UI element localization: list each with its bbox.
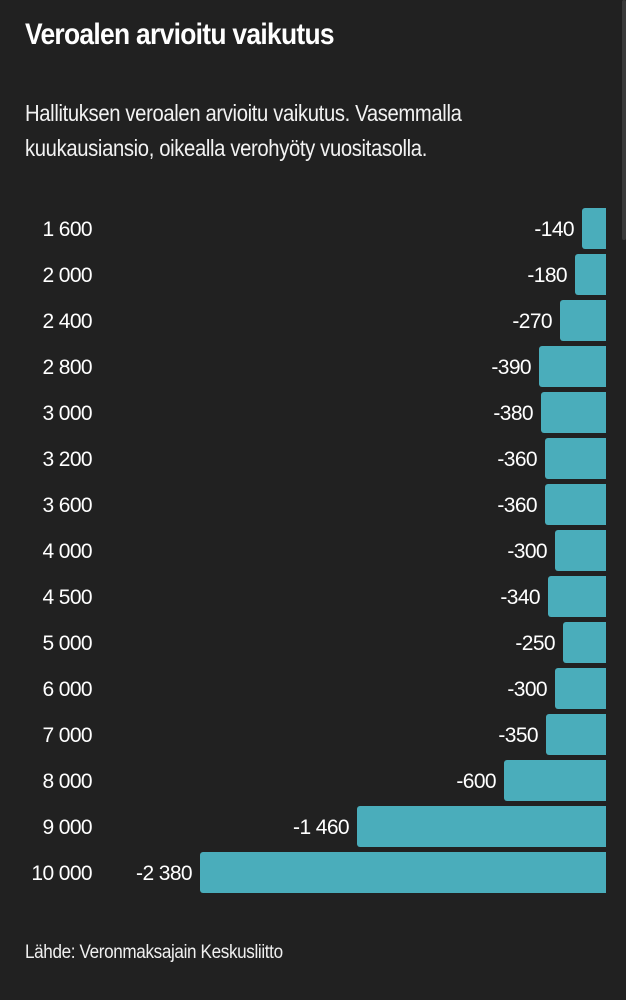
value-label: -300 xyxy=(507,678,547,701)
bar xyxy=(357,806,606,847)
category-label: 3 600 xyxy=(42,494,92,517)
value-label: -390 xyxy=(491,356,531,379)
chart-title: Veroalen arvioitu vaikutus xyxy=(25,18,335,51)
category-label: 2 000 xyxy=(42,264,92,287)
bar xyxy=(560,300,606,341)
value-label: -340 xyxy=(500,586,540,609)
category-label: 10 000 xyxy=(31,862,92,885)
bar-chart: 1 600 -140 2 000 -180 2 400 -270 2 800 -390 3 00… xyxy=(0,208,626,898)
bar-row: 4 000 -300 xyxy=(0,530,626,571)
bar xyxy=(545,484,606,525)
bar xyxy=(555,530,606,571)
bar xyxy=(546,714,606,755)
bar-row: 7 000 -350 xyxy=(0,714,626,755)
category-label: 3 200 xyxy=(42,448,92,471)
bar-row: 6 000 -300 xyxy=(0,668,626,709)
value-label: -180 xyxy=(527,264,567,287)
category-label: 4 500 xyxy=(42,586,92,609)
bar xyxy=(555,668,606,709)
bar xyxy=(575,254,606,295)
category-label: 9 000 xyxy=(42,816,92,839)
value-label: -1 460 xyxy=(293,816,350,839)
bar-row: 3 600 -360 xyxy=(0,484,626,525)
bar xyxy=(545,438,606,479)
bar-row: 2 400 -270 xyxy=(0,300,626,341)
category-label: 3 000 xyxy=(42,402,92,425)
scrollbar[interactable] xyxy=(622,0,626,240)
source-note: Lähde: Veronmaksajain Keskusliitto xyxy=(25,942,283,963)
bar-row: 9 000 -1 460 xyxy=(0,806,626,847)
bar xyxy=(200,852,606,893)
category-label: 6 000 xyxy=(42,678,92,701)
bar-row: 4 500 -340 xyxy=(0,576,626,617)
bar-row: 3 200 -360 xyxy=(0,438,626,479)
chart-subtitle: Hallituksen veroalen arvioitu vaikutus. … xyxy=(25,100,462,161)
bar xyxy=(539,346,606,387)
value-label: -300 xyxy=(507,540,547,563)
bar xyxy=(541,392,606,433)
value-label: -140 xyxy=(534,218,574,241)
bar xyxy=(504,760,606,801)
bar-row: 5 000 -250 xyxy=(0,622,626,663)
category-label: 5 000 xyxy=(42,632,92,655)
bar-row: 8 000 -600 xyxy=(0,760,626,801)
value-label: -380 xyxy=(493,402,533,425)
category-label: 8 000 xyxy=(42,770,92,793)
bar-row: 2 800 -390 xyxy=(0,346,626,387)
bar xyxy=(548,576,606,617)
bar xyxy=(563,622,606,663)
value-label: -600 xyxy=(456,770,496,793)
value-label: -270 xyxy=(512,310,552,333)
bar-row: 1 600 -140 xyxy=(0,208,626,249)
value-label: -360 xyxy=(497,448,537,471)
bar-row: 10 000 -2 380 xyxy=(0,852,626,893)
bar-row: 2 000 -180 xyxy=(0,254,626,295)
value-label: -250 xyxy=(515,632,555,655)
bar-row: 3 000 -380 xyxy=(0,392,626,433)
category-label: 1 600 xyxy=(42,218,92,241)
bar xyxy=(582,208,606,249)
category-label: 2 400 xyxy=(42,310,92,333)
value-label: -2 380 xyxy=(136,862,193,885)
value-label: -360 xyxy=(497,494,537,517)
category-label: 4 000 xyxy=(42,540,92,563)
value-label: -350 xyxy=(498,724,538,747)
category-label: 7 000 xyxy=(42,724,92,747)
category-label: 2 800 xyxy=(42,356,92,379)
